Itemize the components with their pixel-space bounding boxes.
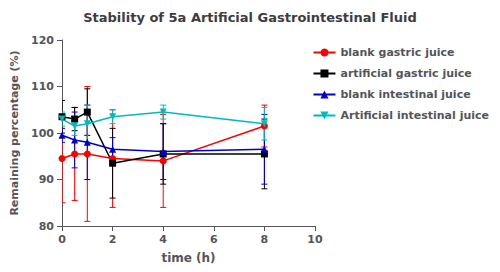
svg-text:10: 10 xyxy=(307,233,323,246)
svg-text:Artificial intestinal juice: Artificial intestinal juice xyxy=(340,109,489,122)
svg-text:blank gastric juice: blank gastric juice xyxy=(340,46,454,59)
svg-text:80: 80 xyxy=(39,220,55,233)
svg-text:120: 120 xyxy=(31,34,54,47)
svg-text:2: 2 xyxy=(109,233,117,246)
svg-text:100: 100 xyxy=(31,127,54,140)
svg-text:Stability of 5a Artificial Gas: Stability of 5a Artificial Gastrointesti… xyxy=(83,10,417,25)
svg-text:artificial gastric juice: artificial gastric juice xyxy=(340,67,471,80)
svg-text:90: 90 xyxy=(39,173,55,186)
svg-text:110: 110 xyxy=(31,80,54,93)
svg-text:8: 8 xyxy=(261,233,269,246)
svg-text:blank intestinal juice: blank intestinal juice xyxy=(340,88,470,101)
svg-text:Remaining percentage (%): Remaining percentage (%) xyxy=(8,50,21,215)
svg-text:time (h): time (h) xyxy=(161,251,215,265)
svg-text:0: 0 xyxy=(58,233,66,246)
svg-text:6: 6 xyxy=(210,233,218,246)
svg-text:4: 4 xyxy=(159,233,167,246)
